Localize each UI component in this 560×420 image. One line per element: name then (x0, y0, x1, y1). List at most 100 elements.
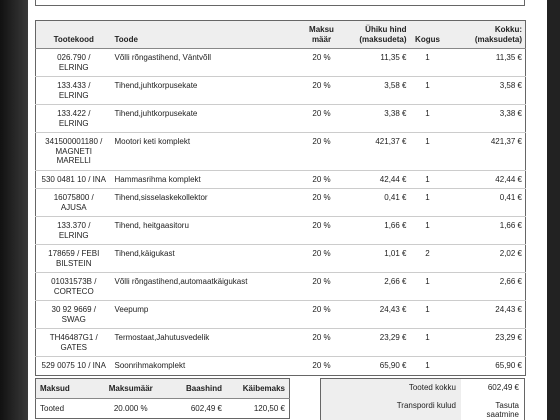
tax-cell: 20.000 % (113, 404, 148, 413)
item-row: 178659 / FEBI BILSTEIN Tihend,käigukast 20 … (35, 244, 526, 273)
item-total: 65,90 € (445, 356, 526, 375)
item-row: 01031573B / CORTECO Võlli rõngastihend,aut… (35, 272, 526, 301)
text-line: määr (311, 34, 332, 44)
text-line: MARELLI (56, 156, 91, 165)
item-row: TH46487G1 /GATES Termostaat,Jahutusvedeli… (35, 328, 526, 357)
text-line: Ühiku hind (365, 25, 407, 34)
tax-cell: Tooted (40, 404, 65, 413)
tax-cell: 602,49 € (190, 404, 222, 413)
item-code: 30 92 9669 /SWAG (35, 300, 112, 329)
item-name: Veepump (111, 300, 300, 329)
item-qty: 1 (409, 169, 446, 189)
item-qty: 1 (409, 188, 446, 217)
item-row: 530 0481 10 / INA Hammasrihma komplekt 20 … (35, 169, 526, 189)
text-line: 30 92 9669 / (51, 305, 96, 314)
item-name: Termostaat,Jahutusvedelik (111, 328, 300, 357)
text-line: SWAG (61, 314, 86, 324)
tax-cell: 120,50 € (253, 404, 285, 413)
item-row: 16075800 /AJUSA Tihend,sisselaskekollekto… (35, 188, 526, 217)
text-line: 133.422 / (57, 109, 91, 118)
item-code: 133.422 /ELRING (35, 104, 112, 133)
item-unit-price: 1,01 € (343, 244, 410, 273)
text-line: 341500001180 / (45, 137, 103, 146)
text-line: 133.370 / (57, 221, 91, 230)
item-total: 23,29 € (445, 328, 526, 357)
item-qty: 1 (409, 272, 446, 301)
item-name: Võlli rõngastihend,automaatkäigukast (111, 272, 300, 301)
text-line: Maksu (309, 25, 334, 34)
tax-header: Maksumäär (99, 378, 163, 399)
item-unit-price: 3,38 € (343, 104, 410, 133)
items-body: 026.790 /ELRING Võlli rõngastihend, Väntv… (35, 48, 526, 375)
item-code: TH46487G1 /GATES (35, 328, 112, 357)
header-row: Tootekood Toode Maksu määr Ühiku hind (maksud… (35, 20, 526, 49)
text-line: 529 0075 10 / INA (41, 361, 107, 370)
item-row: 026.790 /ELRING Võlli rõngastihend, Väntv… (35, 48, 526, 77)
column-header: Toode (111, 20, 300, 49)
item-row: 341500001180 /MAGNETI MARELLI Mootori keti… (35, 132, 526, 170)
text-line: ELRING (58, 230, 89, 240)
text-line: ELRING (58, 118, 89, 128)
item-code: 133.370 /ELRING (35, 216, 112, 245)
item-unit-price: 421,37 € (343, 132, 410, 170)
tax-body: Tooted 20.000 % 602,49 € 120,50 € (36, 399, 290, 419)
top-box (35, 0, 525, 6)
text-line: BILSTEIN (55, 258, 92, 268)
text-line: 133.433 / (57, 81, 91, 90)
item-tax: 20 % (299, 76, 344, 105)
item-total: 2,66 € (445, 272, 526, 301)
column-header: Kogus (409, 20, 446, 49)
text-line: Toode (114, 34, 138, 44)
item-qty: 2 (409, 244, 446, 273)
item-qty: 1 (409, 328, 446, 357)
item-tax: 20 % (299, 132, 344, 170)
item-unit-price: 0,41 € (343, 188, 410, 217)
item-tax: 20 % (299, 188, 344, 217)
text-line: GATES (60, 342, 88, 352)
tax-header: Maksud (35, 378, 99, 399)
item-tax: 20 % (299, 272, 344, 301)
item-total: 42,44 € (445, 169, 526, 189)
item-unit-price: 24,43 € (343, 300, 410, 329)
item-unit-price: 11,35 € (343, 48, 410, 77)
total-label: Tooted kokku (320, 378, 461, 397)
item-tax: 20 % (299, 300, 344, 329)
item-unit-price: 2,66 € (343, 272, 410, 301)
item-name: Soonrihmakomplekt (111, 356, 300, 375)
item-code: 178659 / FEBI BILSTEIN (35, 244, 112, 273)
item-total: 3,58 € (445, 76, 526, 105)
item-tax: 20 % (299, 169, 344, 189)
item-name: Tihend,juhtkorpusekate (111, 104, 300, 133)
text-line: TH46487G1 / (49, 333, 98, 342)
text-line: Tasuta (495, 400, 519, 410)
text-line: 01031573B / (51, 277, 97, 286)
item-name: Tihend,käigukast (111, 244, 300, 273)
text-line: 530 0481 10 / INA (41, 174, 107, 184)
item-total: 1,66 € (445, 216, 526, 245)
item-name: Hammasrihma komplekt (111, 169, 300, 189)
total-row: Transpordi kulud Tasuta saatmine (320, 396, 525, 420)
totals-body: Tooted kokku 602,49 € Transpordi kulud Tasu… (320, 378, 525, 420)
item-qty: 1 (409, 216, 446, 245)
text-line: 602,49 € (487, 383, 519, 392)
item-unit-price: 3,58 € (343, 76, 410, 105)
text-line: 178659 / FEBI (48, 249, 100, 258)
text-line: 16075800 / (53, 193, 94, 202)
item-row: 30 92 9669 /SWAG Veepump 20 % 24,43 €1 24,43… (35, 300, 526, 329)
item-total: 24,43 € (445, 300, 526, 329)
item-row: 133.422 /ELRING Tihend,juhtkorpusekate 20 … (35, 104, 526, 133)
item-qty: 1 (409, 104, 446, 133)
text-line: CORTECO (53, 286, 94, 296)
items-table: Tootekood Toode Maksu määr Ühiku hind (maksud… (35, 20, 526, 376)
item-name: Mootori keti komplekt (111, 132, 300, 170)
total-value: 602,49 € (461, 379, 525, 397)
item-tax: 20 % (299, 328, 344, 357)
item-qty: 1 (409, 300, 446, 329)
item-unit-price: 23,29 € (343, 328, 410, 357)
item-tax: 20 % (299, 356, 344, 375)
item-total: 3,38 € (445, 104, 526, 133)
item-name: Tihend,juhtkorpusekate (111, 76, 300, 105)
item-qty: 1 (409, 48, 446, 77)
tax-header-row: Maksud Maksumäär Baashind Käibemaks (35, 378, 290, 399)
